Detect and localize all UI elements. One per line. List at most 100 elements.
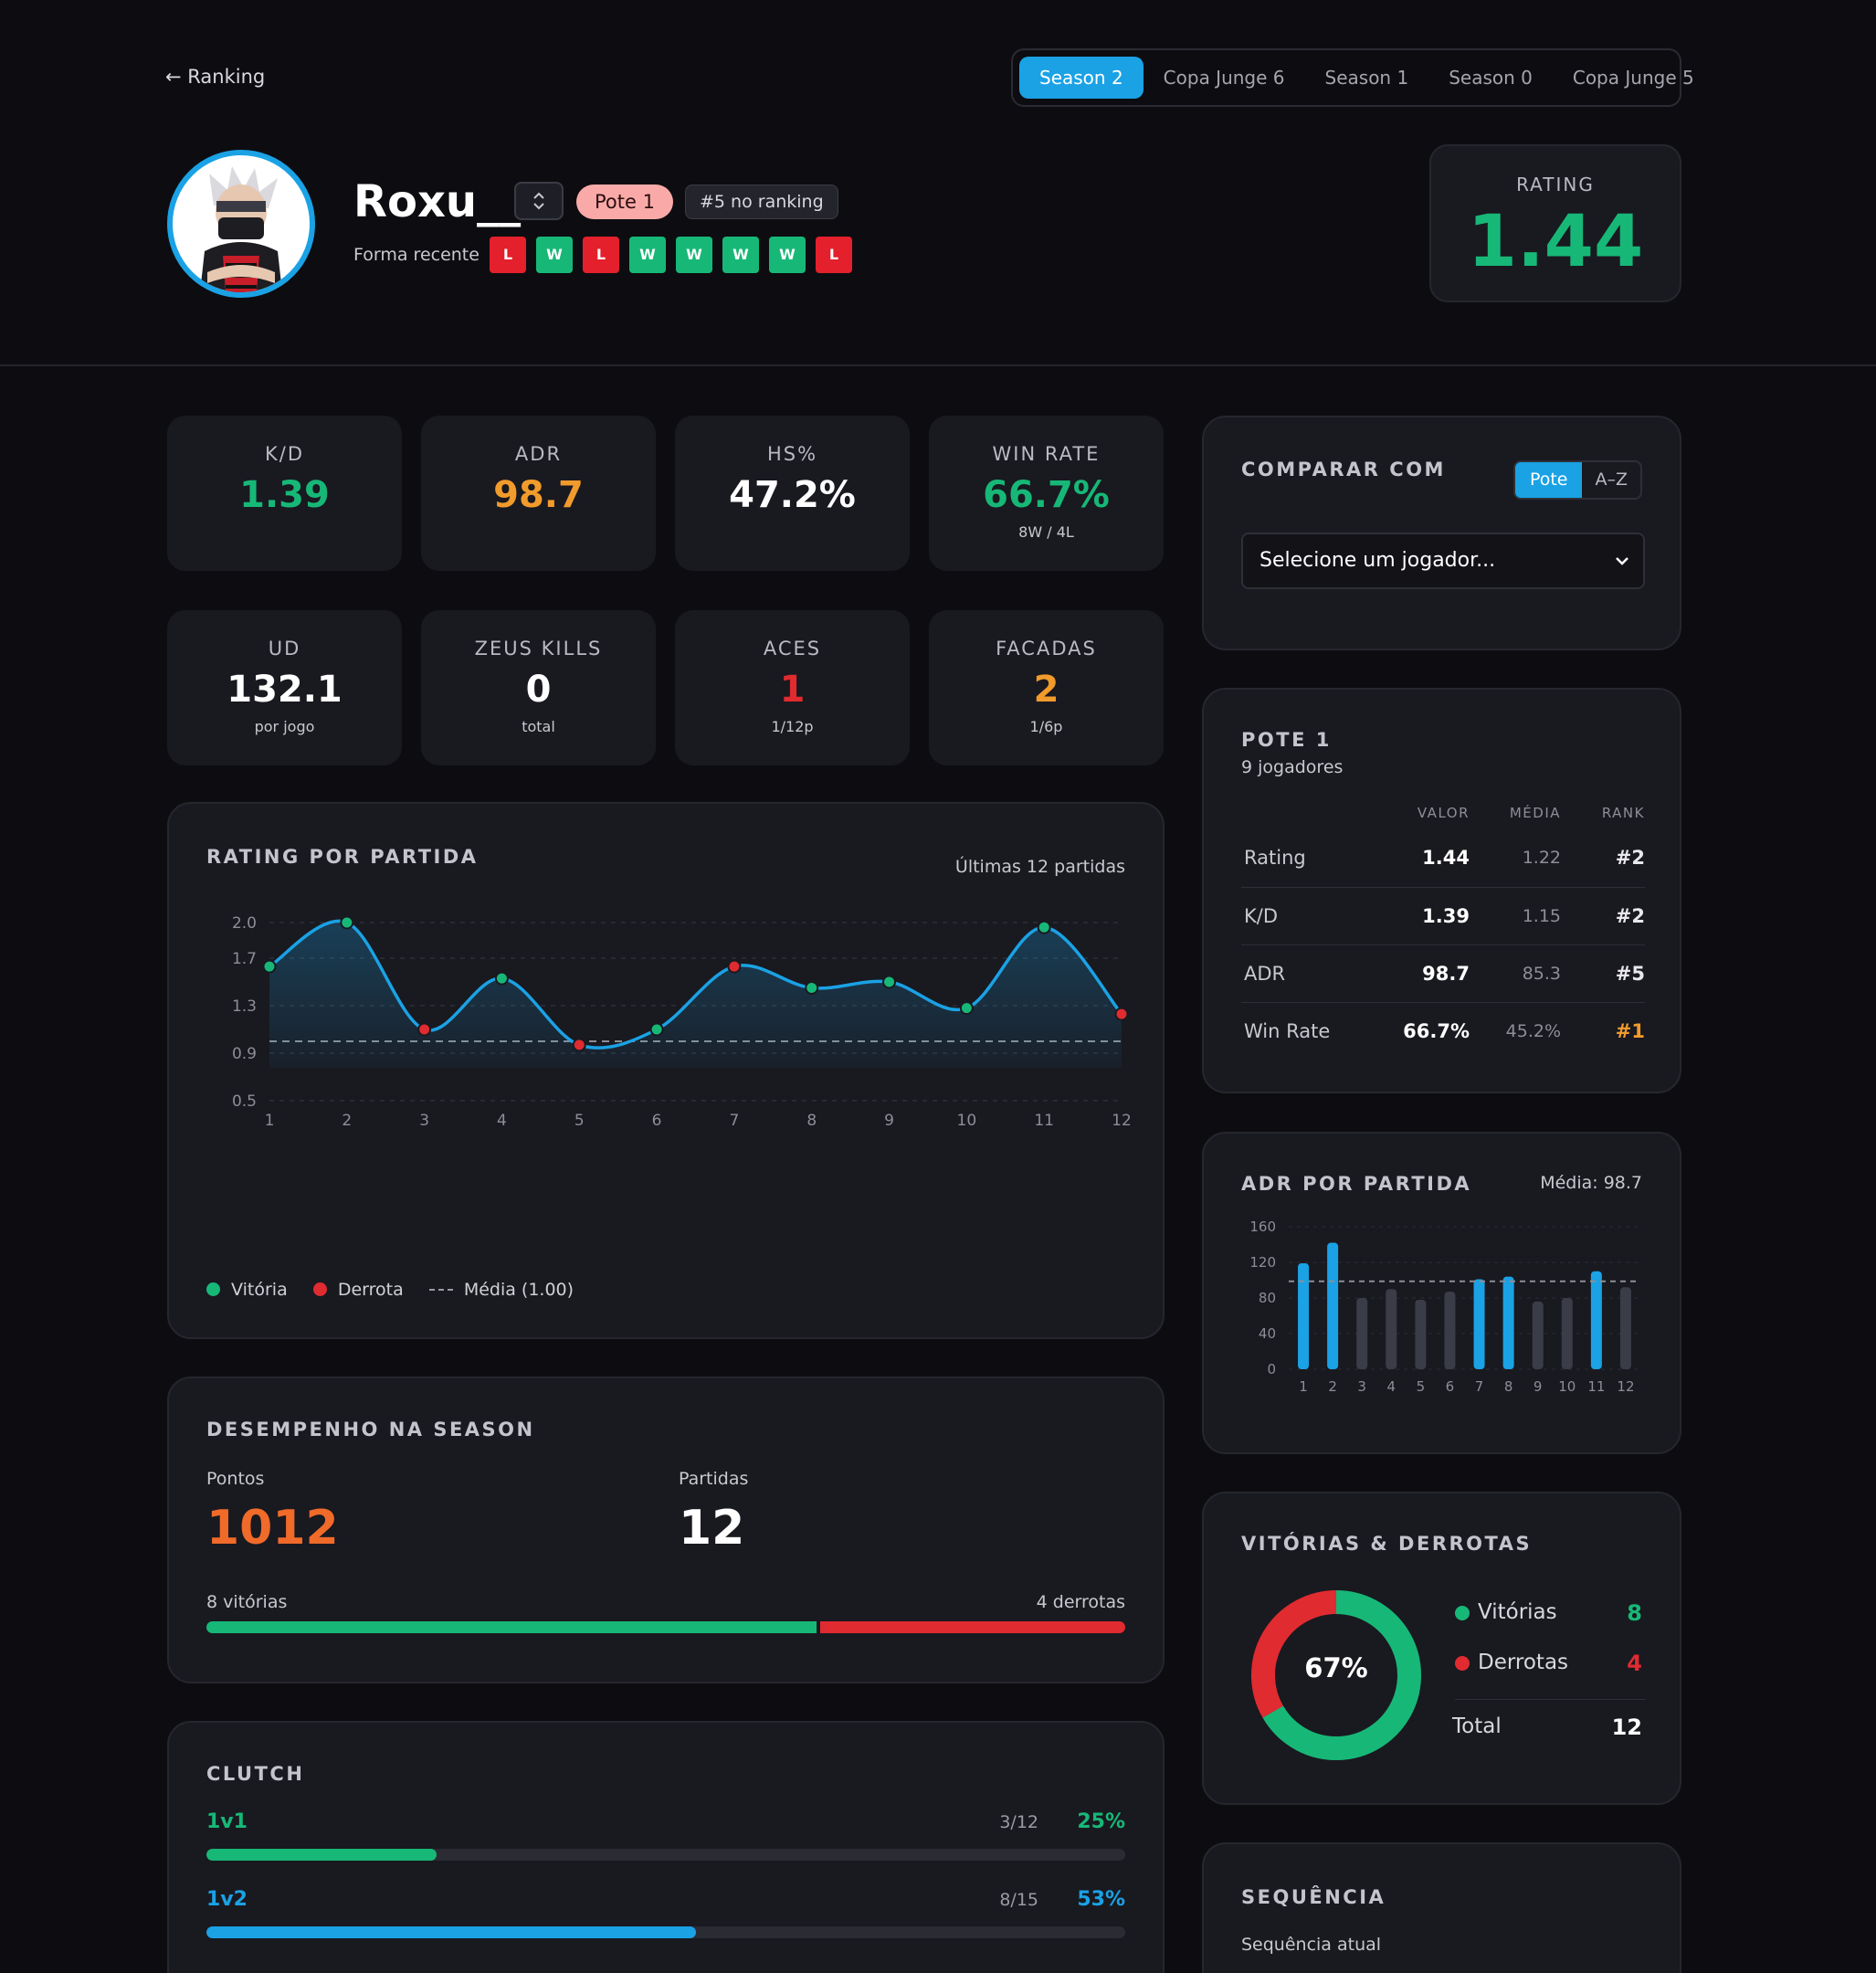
sort-toggle-button[interactable] — [514, 182, 564, 220]
rating-point[interactable] — [1114, 1007, 1129, 1021]
stat-card: ZEUS KILLS 0 total — [421, 610, 656, 765]
form-badge: W — [536, 237, 573, 273]
pote-table: VALOR MÉDIA RANK Rating 1.44 1.22 #2 K/D 1.39 1.1… — [1241, 797, 1645, 1060]
stat-value: 1.39 — [239, 474, 330, 516]
rating-chart-legend: Vitória Derrota Média (1.00) — [206, 1279, 574, 1300]
rating-point[interactable] — [649, 1022, 664, 1037]
stat-sub: por jogo — [254, 718, 315, 735]
x-tick-label: 1 — [1299, 1378, 1308, 1395]
rating-point[interactable] — [727, 959, 742, 974]
x-tick-label: 4 — [1387, 1378, 1396, 1395]
pote-header: MÉDIA — [1509, 805, 1561, 821]
pote-row: Rating 1.44 1.22 #2 — [1241, 829, 1645, 888]
tab-copa-junge-6[interactable]: Copa Junge 6 — [1163, 67, 1285, 89]
x-tick-label: 11 — [1587, 1378, 1605, 1395]
stat-label: ZEUS KILLS — [474, 638, 603, 659]
adr-bar[interactable] — [1444, 1292, 1456, 1369]
adr-bar[interactable] — [1532, 1301, 1544, 1369]
ranking-badge: #5 no ranking — [685, 185, 838, 219]
pote-header: RANK — [1601, 805, 1645, 821]
form-badge: L — [583, 237, 619, 273]
clutch-card: CLUTCH 1v1 3/12 25% 1v2 8/15 53% — [167, 1721, 1165, 1973]
player-select-value: Selecione um jogador... — [1259, 549, 1496, 572]
adr-bar[interactable] — [1619, 1287, 1631, 1369]
rating-point[interactable] — [417, 1022, 432, 1037]
tab-season-2[interactable]: Season 2 — [1019, 57, 1144, 99]
stat-card: FACADAS 2 1/6p — [929, 610, 1164, 765]
x-tick-label: 11 — [1034, 1112, 1054, 1130]
x-tick-label: 8 — [1504, 1378, 1513, 1395]
adr-bar[interactable] — [1327, 1242, 1339, 1369]
adr-bar[interactable] — [1386, 1289, 1397, 1369]
tab-season-0[interactable]: Season 0 — [1449, 67, 1533, 89]
y-tick-label: 0.5 — [232, 1092, 257, 1111]
clutch-label: 1v2 — [206, 1888, 248, 1911]
streak-card: SEQUÊNCIA Sequência atual — [1202, 1842, 1681, 1973]
legend-win-label: Vitória — [231, 1279, 288, 1300]
wins-label: 8 vitórias — [206, 1592, 288, 1612]
rating-chart-title: RATING POR PARTIDA — [206, 846, 479, 868]
stat-value: 98.7 — [493, 474, 584, 516]
stat-sub: 1/12p — [771, 718, 814, 735]
x-tick-label: 10 — [957, 1112, 977, 1130]
pote-card: POTE 1 9 jogadores VALOR MÉDIA RANK Rating 1… — [1202, 688, 1681, 1093]
back-link[interactable]: ← Ranking — [165, 66, 266, 88]
tab-copa-junge-5[interactable]: Copa Junge 5 — [1572, 67, 1694, 89]
stat-value: 2 — [1033, 669, 1059, 711]
pote-metric: K/D — [1241, 887, 1378, 945]
stat-value: 0 — [525, 669, 552, 711]
adr-bar[interactable] — [1473, 1279, 1485, 1369]
pote-subtitle: 9 jogadores — [1241, 757, 1344, 777]
rating-point[interactable] — [882, 975, 897, 989]
stat-value: 1 — [779, 669, 806, 711]
tab-season-1[interactable]: Season 1 — [1324, 67, 1409, 89]
header-divider — [0, 364, 1876, 366]
toggle-pote[interactable]: Pote — [1514, 462, 1583, 498]
x-tick-label: 2 — [1328, 1378, 1337, 1395]
winloss-title: VITÓRIAS & DERROTAS — [1241, 1533, 1533, 1555]
rating-point[interactable] — [262, 959, 277, 974]
adr-bar[interactable] — [1298, 1262, 1310, 1369]
stat-sub: 8W / 4L — [1018, 523, 1074, 541]
player-select[interactable]: Selecione um jogador... — [1241, 533, 1645, 589]
y-tick-label: 40 — [1259, 1325, 1276, 1342]
rating-point[interactable] — [494, 971, 509, 986]
pote-metric: ADR — [1241, 944, 1378, 1003]
rating-point[interactable] — [340, 915, 354, 930]
winloss-card: VITÓRIAS & DERROTAS 67% Vitórias 8 Derro… — [1202, 1492, 1681, 1805]
x-tick-label: 12 — [1617, 1378, 1634, 1395]
pote-avg: 1.22 — [1470, 829, 1561, 888]
rating-label: RATING — [1516, 174, 1595, 195]
adr-bar[interactable] — [1561, 1298, 1573, 1369]
rating-point[interactable] — [1037, 920, 1051, 934]
adr-bar[interactable] — [1415, 1299, 1427, 1369]
adr-bar[interactable] — [1502, 1276, 1514, 1369]
legend-wins-value: 8 — [1627, 1600, 1642, 1626]
rating-point[interactable] — [805, 981, 819, 995]
legend-losses-value: 4 — [1627, 1651, 1642, 1676]
pote-value: 1.44 — [1378, 829, 1470, 888]
toggle-a-z[interactable]: A–Z — [1595, 470, 1628, 490]
rating-line-chart: 2.01.71.30.90.51 2 3 4 5 6 7 8 9 10 11 12 — [232, 914, 1132, 1130]
clutch-ratio: 3/12 — [999, 1812, 1038, 1832]
y-tick-label: 0 — [1267, 1361, 1276, 1377]
x-tick-label: 10 — [1558, 1378, 1576, 1395]
player-name: Roxu__ — [353, 176, 522, 227]
legend-loss-label: Derrota — [337, 1279, 404, 1300]
season-card: DESEMPENHO NA SEASON Pontos 1012 Partida… — [167, 1377, 1165, 1683]
rating-point[interactable] — [572, 1038, 586, 1052]
x-tick-label: 3 — [419, 1112, 429, 1130]
adr-bar[interactable] — [1590, 1271, 1602, 1369]
x-tick-label: 7 — [1475, 1378, 1484, 1395]
pote-row: Win Rate 66.7% 45.2% #1 — [1241, 1002, 1645, 1060]
donut-slice — [1262, 1590, 1421, 1760]
stat-label: ACES — [763, 638, 822, 659]
rating-line — [269, 919, 1123, 1050]
pote-rank: #2 — [1561, 887, 1645, 945]
rating-point[interactable] — [959, 1001, 974, 1016]
legend-wins-dot-icon — [1455, 1606, 1470, 1620]
rating-value: 1.44 — [1467, 201, 1644, 283]
pote-badge: Pote 1 — [576, 185, 673, 219]
form-badge: L — [816, 237, 852, 273]
adr-bar[interactable] — [1356, 1298, 1368, 1369]
